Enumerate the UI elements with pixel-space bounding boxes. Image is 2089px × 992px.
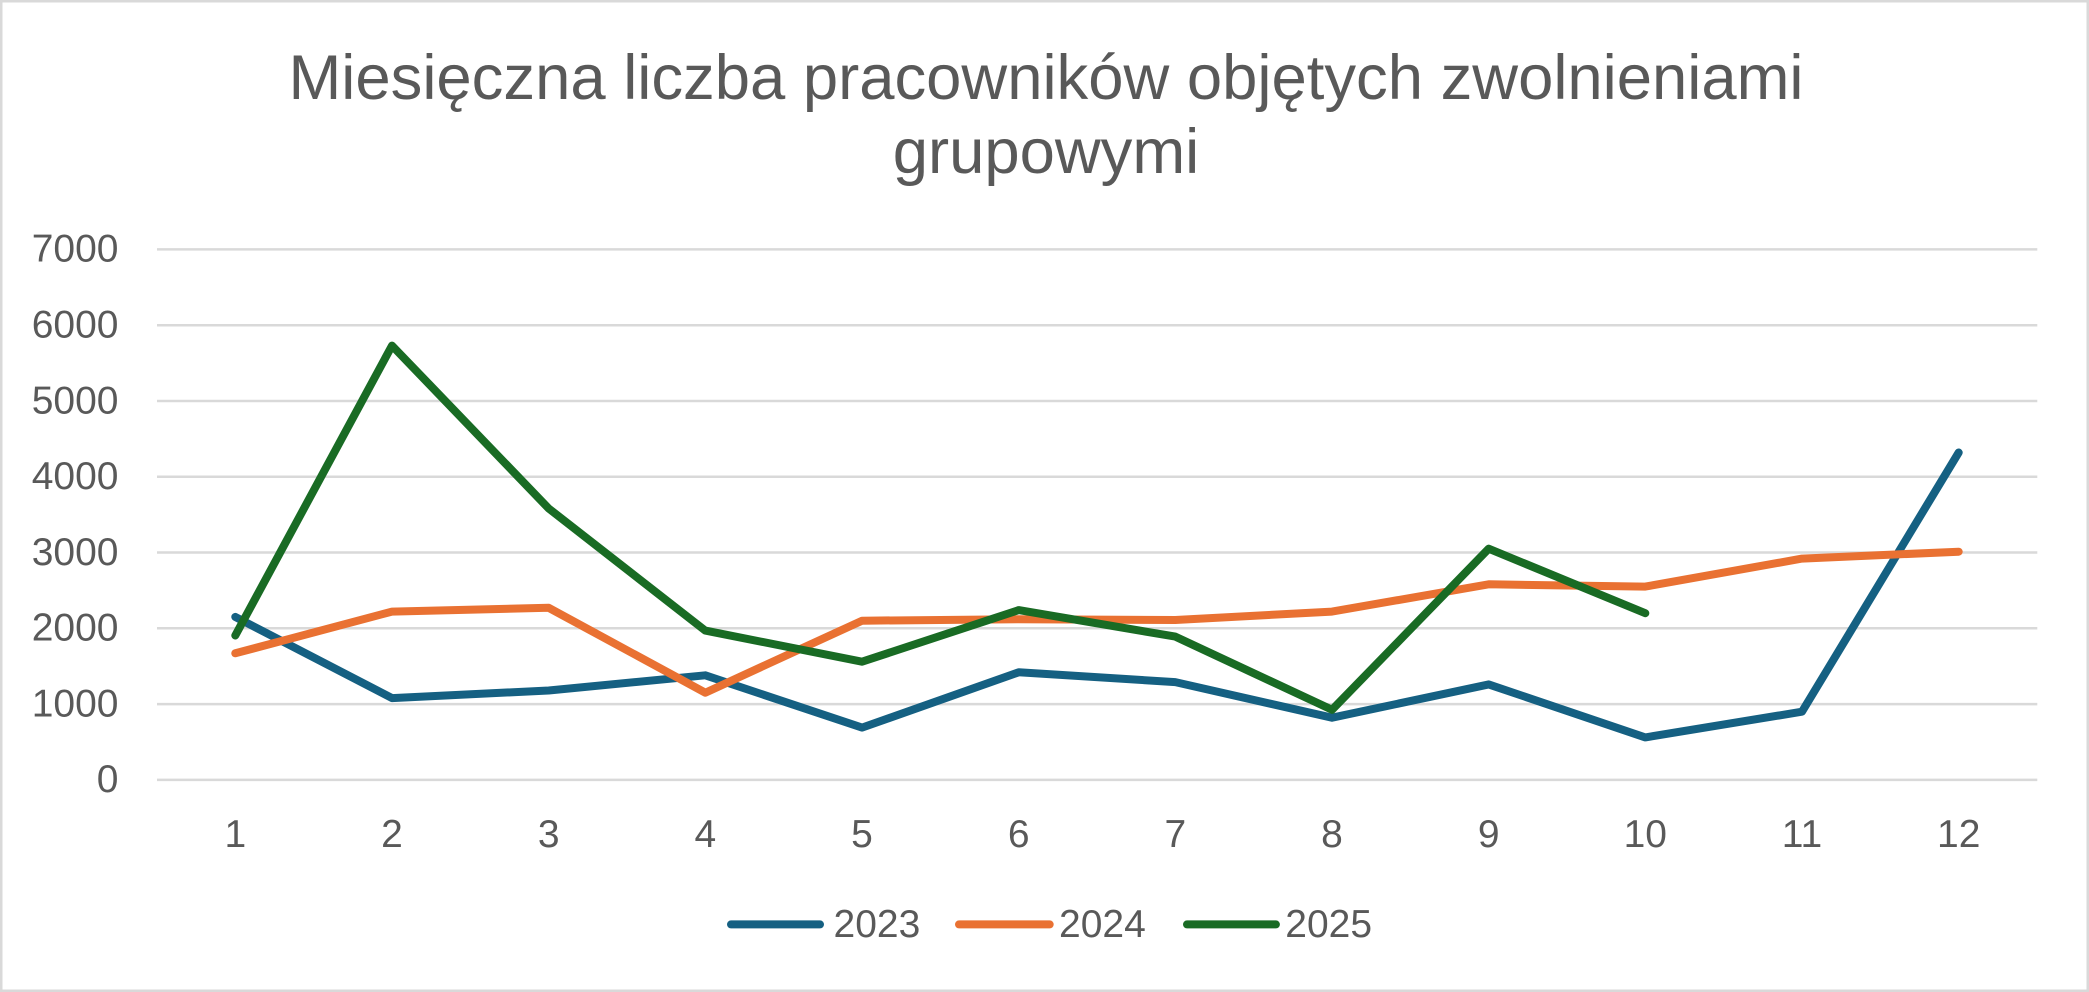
svg-text:4: 4	[694, 813, 716, 856]
svg-text:5000: 5000	[32, 379, 119, 422]
svg-text:2: 2	[381, 813, 403, 856]
svg-text:6: 6	[1008, 813, 1030, 856]
svg-text:2024: 2024	[1059, 903, 1146, 946]
svg-text:grupowymi: grupowymi	[893, 117, 1200, 187]
svg-text:9: 9	[1478, 813, 1500, 856]
svg-text:5: 5	[851, 813, 873, 856]
svg-text:7: 7	[1164, 813, 1186, 856]
svg-text:8: 8	[1321, 813, 1343, 856]
svg-text:Miesięczna liczba pracowników: Miesięczna liczba pracowników objętych z…	[289, 43, 1804, 113]
svg-text:1000: 1000	[32, 682, 119, 725]
svg-text:2023: 2023	[834, 903, 921, 946]
svg-text:0: 0	[97, 758, 119, 801]
svg-text:1: 1	[224, 813, 246, 856]
svg-text:2000: 2000	[32, 607, 119, 650]
svg-text:3: 3	[538, 813, 560, 856]
svg-text:12: 12	[1937, 813, 1980, 856]
svg-text:2025: 2025	[1285, 903, 1372, 946]
svg-text:6000: 6000	[32, 304, 119, 347]
svg-text:11: 11	[1782, 813, 1823, 856]
svg-text:3000: 3000	[32, 531, 119, 574]
svg-text:7000: 7000	[32, 228, 119, 271]
svg-text:4000: 4000	[32, 455, 119, 498]
svg-text:10: 10	[1624, 813, 1667, 856]
